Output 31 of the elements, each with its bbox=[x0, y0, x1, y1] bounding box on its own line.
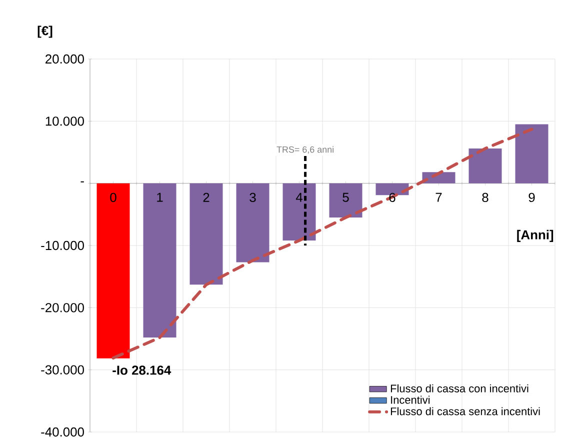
x-axis-title: [Anni] bbox=[517, 230, 554, 242]
x-tick-label: 8 bbox=[482, 192, 488, 202]
annotation: TRS= 6,6 anni bbox=[276, 146, 334, 154]
bar bbox=[515, 124, 548, 184]
y-tick-label: 10.000 bbox=[46, 116, 84, 126]
legend-label: Incentivi bbox=[391, 396, 430, 404]
bar bbox=[329, 183, 362, 218]
y-tick-label: - bbox=[80, 181, 84, 182]
y-tick-label: -40.000 bbox=[41, 427, 84, 437]
y-tick-label: 20.000 bbox=[46, 54, 84, 64]
x-tick-label: 2 bbox=[203, 192, 210, 202]
x-tick-label: 5 bbox=[342, 192, 349, 202]
y-tick-label: -10.000 bbox=[41, 240, 84, 250]
x-tick-label: 1 bbox=[157, 192, 163, 202]
bar bbox=[468, 148, 502, 184]
x-tick-label: 9 bbox=[528, 192, 535, 202]
bar bbox=[190, 183, 223, 285]
x-tick-label: 7 bbox=[436, 192, 442, 202]
x-tick-label: 4 bbox=[296, 192, 302, 202]
y-axis-title: [€] bbox=[38, 26, 52, 38]
bar bbox=[236, 183, 270, 262]
x-tick-label: 0 bbox=[110, 192, 116, 202]
annotation: -Io 28.164 bbox=[112, 366, 172, 375]
bar bbox=[96, 183, 130, 358]
y-tick-label: -30.000 bbox=[41, 365, 84, 374]
y-tick-label: -20.000 bbox=[41, 303, 84, 312]
legend-label: Flusso di cassa con incentivi bbox=[390, 384, 528, 392]
legend-label: Flusso di cassa senza incentivi bbox=[390, 407, 540, 416]
x-tick-label: 3 bbox=[250, 192, 256, 202]
bar bbox=[282, 183, 316, 241]
bar bbox=[143, 183, 176, 338]
